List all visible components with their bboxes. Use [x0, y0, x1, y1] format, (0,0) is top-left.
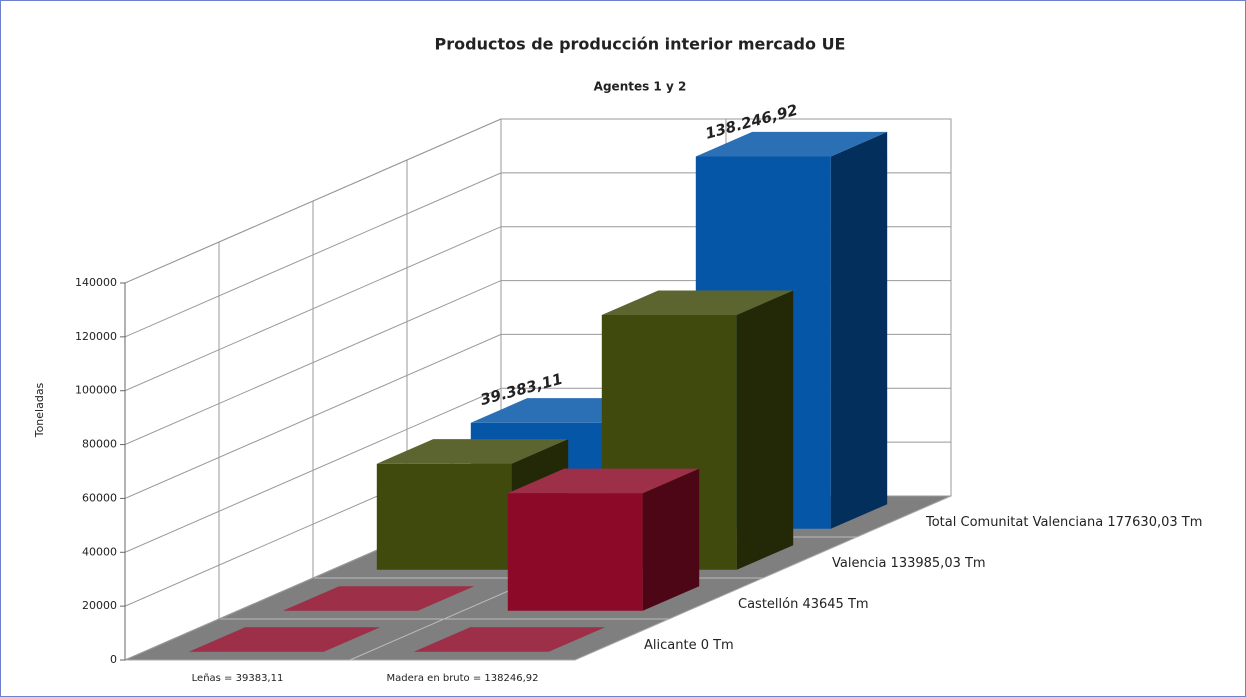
y-tick-label: 140000: [75, 276, 117, 289]
bar-top: [282, 586, 475, 611]
series-label: Valencia 133985,03 Tm: [832, 556, 986, 571]
bar: [188, 627, 381, 652]
series-label: Alicante 0 Tm: [644, 638, 734, 653]
y-axis-label: Toneladas: [33, 382, 46, 438]
bar-top: [413, 627, 606, 652]
y-tick-label: 60000: [82, 491, 117, 504]
x-tick-label: Leñas = 39383,11: [192, 673, 284, 684]
y-tick-label: 80000: [82, 438, 117, 451]
bar-side: [642, 468, 700, 611]
bar-top: [507, 468, 700, 494]
bar-top: [601, 290, 794, 316]
y-tick-label: 40000: [82, 545, 117, 558]
bar: [413, 627, 606, 652]
series-label: Total Comunitat Valenciana 177630,03 Tm: [925, 515, 1202, 530]
bar-front: [376, 463, 512, 570]
bar-side: [830, 131, 888, 529]
chart-subtitle: Agentes 1 y 2: [594, 80, 687, 94]
chart-title: Productos de producción interior mercado…: [435, 35, 846, 54]
x-tick-label: Madera en bruto = 138246,92: [387, 673, 539, 684]
bar: [507, 468, 700, 611]
y-tick-label: 120000: [75, 330, 117, 343]
bar-top: [695, 131, 888, 157]
y-tick-label: 100000: [75, 384, 117, 397]
grid-line: [124, 118, 951, 284]
bar-top: [188, 627, 381, 652]
bar-top: [376, 439, 569, 464]
y-tick-label: 0: [110, 653, 117, 666]
bar: [695, 131, 888, 529]
bar-side: [736, 290, 794, 570]
series-label: Castellón 43645 Tm: [738, 597, 869, 612]
y-tick-label: 20000: [82, 599, 117, 612]
bar-front: [507, 493, 643, 611]
bar: [282, 586, 475, 611]
